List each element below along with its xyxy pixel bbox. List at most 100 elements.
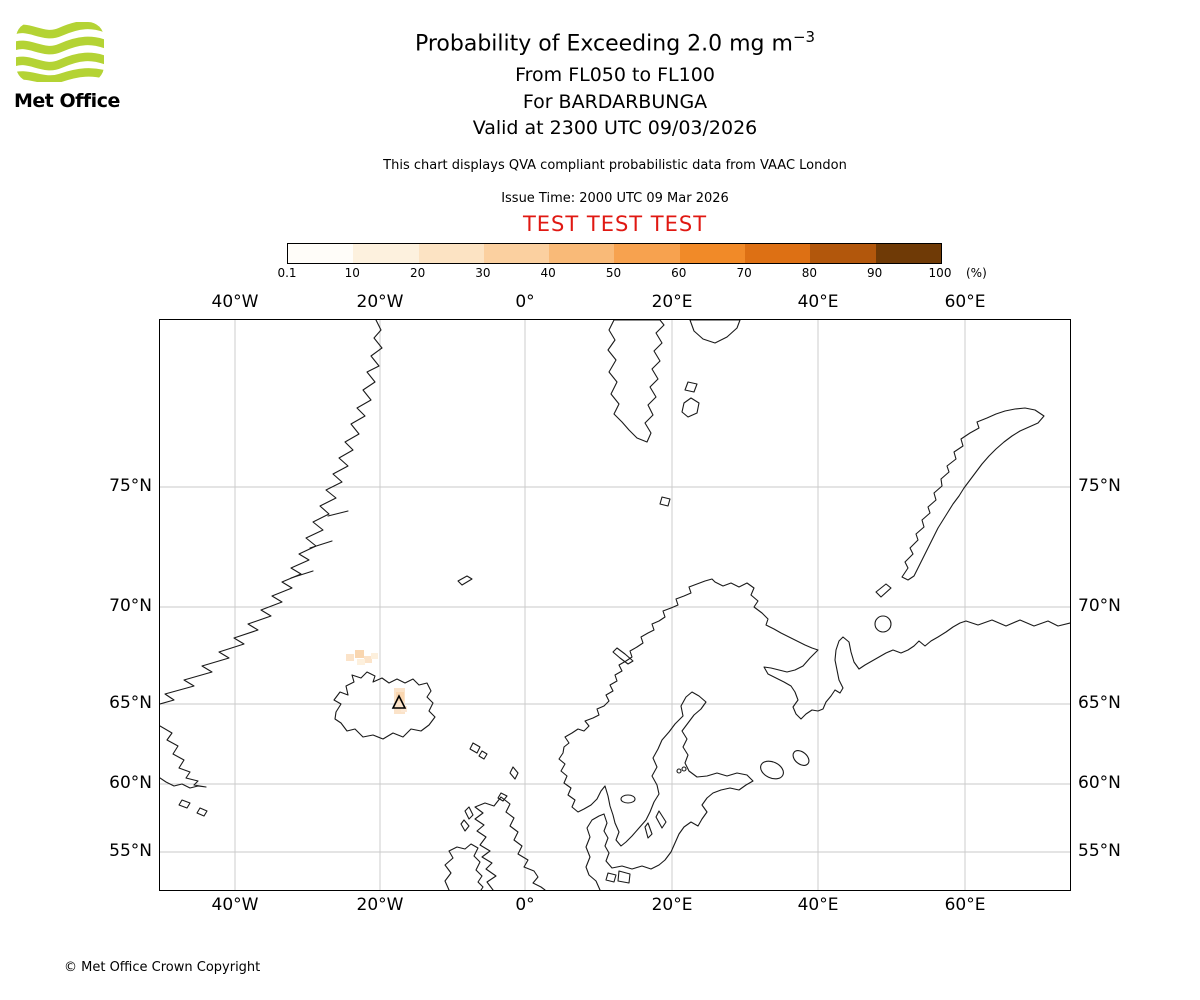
probability-colorbar	[287, 243, 942, 264]
lofoten-coastline	[612, 647, 634, 665]
lat-label-right: 70°N	[1078, 596, 1121, 616]
valid-time-subtitle: Valid at 2300 UTC 09/03/2026	[472, 117, 758, 139]
ash-patch	[364, 656, 372, 663]
svalbard-edgeoya-coastline	[681, 397, 700, 418]
lat-label-left: 75°N	[109, 476, 152, 496]
great-britain-coastline	[474, 796, 546, 891]
lat-label-right: 55°N	[1078, 841, 1121, 861]
bear-island-coastline	[659, 496, 671, 507]
ireland-coastline	[444, 843, 484, 891]
met-office-logo-text: Met Office	[14, 90, 120, 112]
faroe-islands-coastline	[469, 742, 488, 760]
ash-patch	[346, 654, 354, 661]
greenland-fjords	[290, 510, 349, 579]
coastlines	[159, 319, 1071, 891]
colorbar-tick-label: 100	[928, 266, 952, 280]
lake-ladoga-outline	[760, 760, 784, 780]
ash-patch	[401, 706, 407, 712]
colorbar-tick-label: 90	[867, 266, 883, 280]
aland-islands-coastline	[681, 766, 687, 772]
shetland-coastline	[509, 766, 519, 780]
ash-patch	[357, 659, 365, 665]
lon-label-top: 40°W	[211, 292, 259, 312]
colorbar-segment-5	[614, 244, 680, 263]
colorbar-segment-4	[549, 244, 615, 263]
greenland-south-tip-coastline	[159, 725, 207, 789]
vaygach-coastline	[875, 583, 892, 598]
colorbar-tick-labels: 0.1 10 20 30 40 50 60 70 80 90 100	[277, 266, 951, 282]
copyright-notice: © Met Office Crown Copyright	[64, 960, 261, 975]
colorbar-tick-label: 20	[409, 266, 426, 280]
svalbard-nordaustlandet-coastline	[689, 319, 741, 344]
lon-label-top: 20°W	[356, 292, 404, 312]
lake-vanern-outline	[620, 794, 636, 804]
colorbar-tick-label: 0.1	[277, 266, 297, 280]
volcano-marker	[391, 694, 407, 709]
colorbar-segment-0	[288, 244, 354, 263]
gotland-coastline	[655, 810, 667, 829]
jan-mayen-coastline	[457, 575, 473, 586]
lon-label-top: 20°E	[651, 292, 693, 312]
iceland-coastline	[333, 671, 436, 740]
kolguyev-island-coastline	[874, 615, 892, 633]
map-canvas	[159, 319, 1071, 891]
flight-levels-subtitle: From FL050 to FL100	[515, 64, 715, 86]
oland-coastline	[644, 822, 653, 839]
lake-onega-outline	[792, 750, 810, 766]
colorbar-tick-label: 50	[605, 266, 622, 280]
colorbar-unit-label: (%)	[966, 266, 987, 280]
hebrides-coastline	[460, 806, 474, 832]
lat-label-left: 60°N	[109, 773, 152, 793]
lon-label-top: 40°E	[797, 292, 839, 312]
test-banner: TEST TEST TEST	[522, 212, 708, 236]
aland-islands-coastline	[676, 768, 682, 774]
lon-label-top: 60°E	[944, 292, 986, 312]
novaya-zemlya-coastline	[901, 407, 1045, 581]
lon-label-bottom: 20°E	[651, 895, 693, 915]
lat-label-left: 70°N	[109, 596, 152, 616]
orkney-coastline	[497, 792, 508, 802]
colorbar-segment-2	[418, 244, 484, 263]
svalbard-barentsoya-coastline	[684, 381, 698, 393]
colorbar-tick-label: 30	[475, 266, 491, 280]
greenland-coastline	[159, 319, 383, 705]
colorbar-tick-label: 60	[671, 266, 687, 280]
lat-label-right: 60°N	[1078, 773, 1121, 793]
colorbar-segment-9	[875, 244, 941, 263]
met-office-logo-graphic	[16, 22, 104, 82]
lat-label-right: 65°N	[1078, 693, 1121, 713]
colorbar-segment-6	[679, 244, 746, 263]
greenland-offshore-islands	[178, 799, 208, 817]
map-panel	[159, 319, 1071, 891]
ash-patch	[355, 650, 364, 658]
colorbar-segment-8	[810, 244, 876, 263]
colorbar-tick-label: 10	[344, 266, 360, 280]
lon-label-bottom: 40°W	[211, 895, 259, 915]
colorbar-segment-7	[745, 244, 811, 263]
graticule	[160, 320, 1070, 890]
title-exponent: −3	[792, 28, 815, 46]
lon-label-bottom: 40°E	[797, 895, 839, 915]
lat-label-right: 75°N	[1078, 476, 1121, 496]
marker-layer	[391, 694, 407, 709]
lon-label-bottom: 20°W	[356, 895, 404, 915]
ash-patch	[371, 653, 378, 659]
lat-label-left: 65°N	[109, 693, 152, 713]
volcano-subtitle: For BARDARBUNGA	[522, 91, 708, 113]
lat-label-left: 55°N	[109, 841, 152, 861]
chart-title: Probability of Exceeding 2.0 mg m−3	[414, 28, 815, 57]
issue-time: Issue Time: 2000 UTC 09 Mar 2026	[501, 191, 729, 206]
lon-label-bottom: 0°	[515, 895, 535, 915]
svalbard-spitsbergen-coastline	[607, 319, 665, 443]
lon-label-top: 0°	[515, 292, 535, 312]
colorbar-segment-1	[353, 244, 419, 263]
colorbar-tick-label: 80	[801, 266, 818, 280]
met-office-logo: Met Office	[14, 20, 124, 112]
colorbar-tick-label: 70	[736, 266, 752, 280]
colorbar-segment-3	[483, 244, 550, 263]
denmark-islands-coastline	[605, 870, 631, 884]
colorbar-tick-label: 40	[540, 266, 556, 280]
qva-note: This chart displays QVA compliant probab…	[383, 158, 847, 173]
lon-label-bottom: 60°E	[944, 895, 986, 915]
scandinavia-russia-coastline	[558, 578, 1071, 891]
